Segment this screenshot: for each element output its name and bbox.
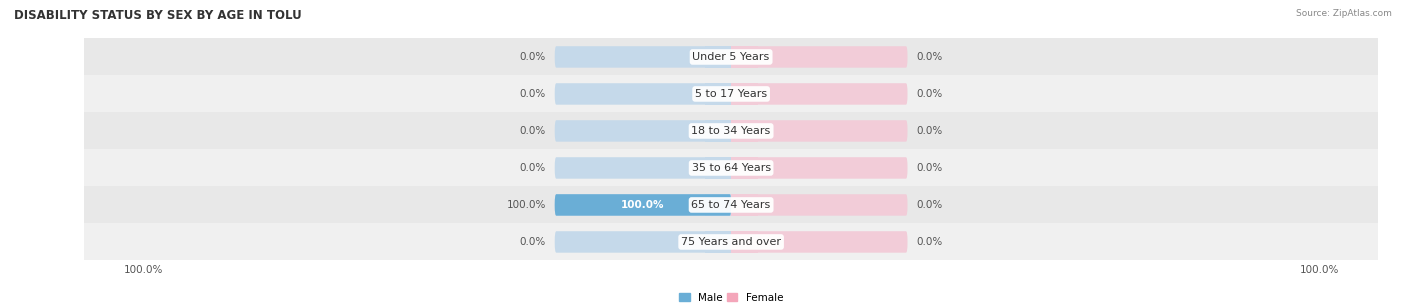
Bar bbox=[731, 157, 758, 179]
Bar bbox=[731, 83, 758, 105]
Bar bbox=[704, 83, 731, 105]
Bar bbox=[84, 113, 1378, 149]
Bar bbox=[84, 224, 1378, 260]
FancyBboxPatch shape bbox=[555, 157, 731, 179]
FancyBboxPatch shape bbox=[555, 231, 731, 253]
FancyBboxPatch shape bbox=[731, 157, 907, 179]
Text: DISABILITY STATUS BY SEX BY AGE IN TOLU: DISABILITY STATUS BY SEX BY AGE IN TOLU bbox=[14, 9, 302, 22]
FancyBboxPatch shape bbox=[555, 120, 731, 142]
FancyBboxPatch shape bbox=[731, 231, 907, 253]
Text: Source: ZipAtlas.com: Source: ZipAtlas.com bbox=[1296, 9, 1392, 18]
Text: 0.0%: 0.0% bbox=[917, 163, 942, 173]
Bar bbox=[704, 231, 731, 253]
Bar bbox=[84, 75, 1378, 113]
Bar bbox=[84, 149, 1378, 186]
Text: 0.0%: 0.0% bbox=[520, 237, 546, 247]
Bar bbox=[731, 194, 758, 216]
Bar bbox=[84, 38, 1378, 75]
Bar bbox=[731, 46, 758, 68]
Text: 0.0%: 0.0% bbox=[520, 163, 546, 173]
Text: 0.0%: 0.0% bbox=[917, 89, 942, 99]
Text: 65 to 74 Years: 65 to 74 Years bbox=[692, 200, 770, 210]
Text: 0.0%: 0.0% bbox=[520, 52, 546, 62]
Text: 0.0%: 0.0% bbox=[917, 200, 942, 210]
Bar bbox=[731, 231, 758, 253]
Bar bbox=[84, 186, 1378, 224]
Text: 100.0%: 100.0% bbox=[506, 200, 546, 210]
Bar bbox=[704, 194, 731, 216]
FancyBboxPatch shape bbox=[731, 46, 907, 68]
FancyBboxPatch shape bbox=[555, 194, 731, 216]
Legend: Male, Female: Male, Female bbox=[675, 289, 787, 305]
Text: 0.0%: 0.0% bbox=[520, 89, 546, 99]
Text: 5 to 17 Years: 5 to 17 Years bbox=[695, 89, 768, 99]
Text: 75 Years and over: 75 Years and over bbox=[681, 237, 782, 247]
Text: Under 5 Years: Under 5 Years bbox=[693, 52, 769, 62]
Text: 0.0%: 0.0% bbox=[917, 126, 942, 136]
FancyBboxPatch shape bbox=[731, 83, 907, 105]
FancyBboxPatch shape bbox=[731, 194, 907, 216]
Bar bbox=[704, 120, 731, 142]
Bar bbox=[704, 157, 731, 179]
Text: 35 to 64 Years: 35 to 64 Years bbox=[692, 163, 770, 173]
Text: 0.0%: 0.0% bbox=[917, 52, 942, 62]
FancyBboxPatch shape bbox=[555, 46, 731, 68]
FancyBboxPatch shape bbox=[555, 83, 731, 105]
FancyBboxPatch shape bbox=[731, 120, 907, 142]
Bar bbox=[704, 46, 731, 68]
Text: 18 to 34 Years: 18 to 34 Years bbox=[692, 126, 770, 136]
Text: 100.0%: 100.0% bbox=[621, 200, 665, 210]
Text: 0.0%: 0.0% bbox=[520, 126, 546, 136]
Bar bbox=[731, 120, 758, 142]
Text: 0.0%: 0.0% bbox=[917, 237, 942, 247]
FancyBboxPatch shape bbox=[555, 194, 731, 216]
